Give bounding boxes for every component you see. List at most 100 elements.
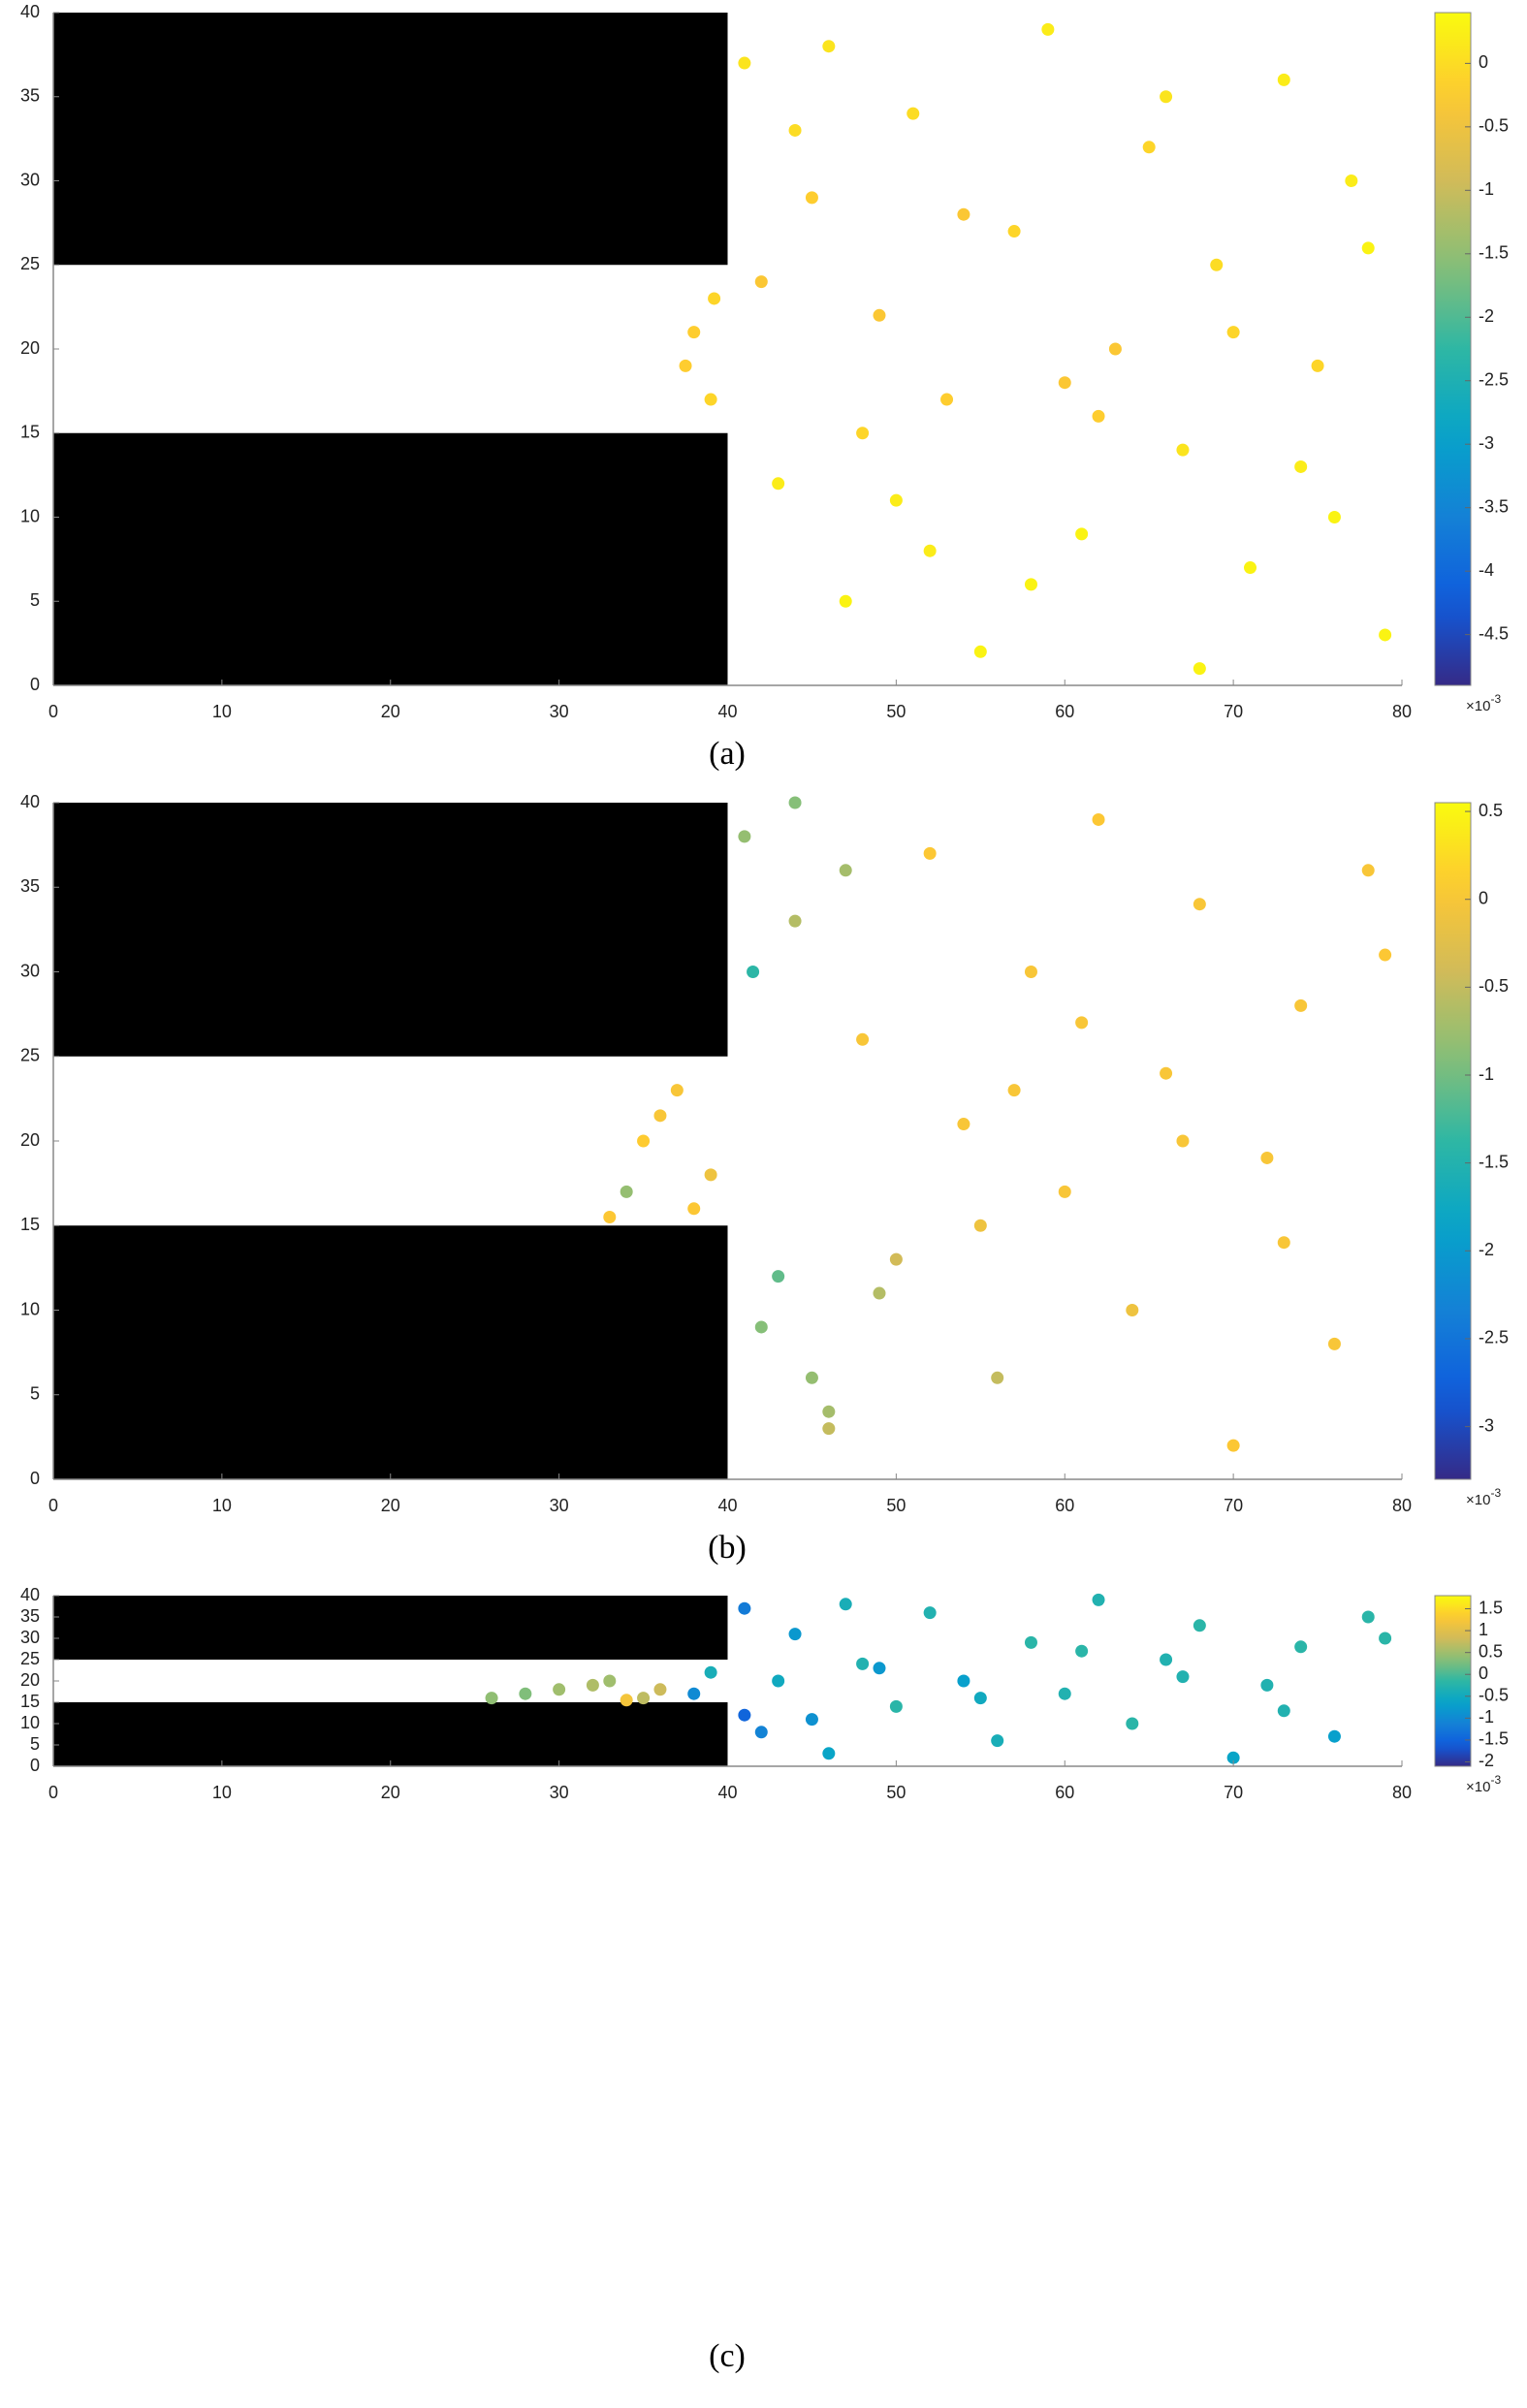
particle (873, 308, 886, 322)
particle (1075, 1644, 1089, 1658)
particle (1058, 1185, 1071, 1198)
particle (670, 1084, 684, 1097)
y-tick-label: 20 (20, 1670, 40, 1690)
particle (1007, 225, 1021, 238)
particle (856, 1657, 870, 1670)
particle (754, 275, 768, 289)
particle (889, 1699, 903, 1713)
particle (1058, 1687, 1071, 1700)
particle (1361, 864, 1375, 877)
particle (822, 40, 836, 53)
particle (1160, 90, 1173, 104)
particle (1160, 1653, 1173, 1666)
particle (788, 796, 802, 809)
particle (704, 393, 717, 406)
particle (553, 1683, 566, 1696)
particle (1108, 342, 1122, 356)
particle (637, 1692, 651, 1705)
panel-caption: (b) (708, 1530, 747, 1566)
particle (1075, 527, 1089, 541)
particle (1024, 966, 1037, 978)
particle (1294, 459, 1308, 473)
particle (1007, 1084, 1021, 1097)
y-tick-label: 25 (20, 254, 40, 273)
colorbar-tick-label: -2 (1479, 306, 1494, 326)
y-tick-label: 30 (20, 1628, 40, 1647)
y-tick-label: 30 (20, 170, 40, 189)
particle (1210, 258, 1224, 271)
colorbar-tick-label: -0.5 (1479, 1686, 1509, 1705)
particle (704, 1665, 717, 1679)
particle (1260, 1151, 1274, 1164)
particle (805, 1713, 818, 1727)
colorbar-tick-label: -2.5 (1479, 369, 1509, 389)
particle (973, 645, 987, 658)
y-tick-label: 15 (20, 1215, 40, 1234)
y-tick-label: 0 (30, 1469, 40, 1488)
particle (923, 846, 937, 860)
colorbar-tick-label: 0.5 (1479, 1641, 1503, 1661)
obstacle (53, 13, 728, 266)
particle (1226, 1439, 1240, 1452)
particle (940, 393, 954, 406)
panel-caption: (c) (709, 2338, 746, 2374)
x-tick-label: 40 (717, 1496, 737, 1515)
x-tick-label: 20 (381, 1496, 400, 1515)
colorbar-tick-label: -0.5 (1479, 976, 1509, 996)
particle (620, 1694, 633, 1707)
colorbar-tick-label: -1 (1479, 1064, 1494, 1084)
y-tick-label: 10 (20, 1713, 40, 1732)
colorbar-tick-label: 0 (1479, 1663, 1488, 1683)
particle (1176, 1670, 1190, 1684)
colorbar-tick-label: -4.5 (1479, 623, 1509, 643)
colorbar-tick-label: -4 (1479, 560, 1494, 580)
colorbar-tick-label: -2.5 (1479, 1328, 1509, 1347)
particle (957, 1118, 970, 1131)
colorbar-tick-label: 0.5 (1479, 801, 1503, 820)
x-tick-label: 50 (886, 1783, 906, 1802)
colorbar (1434, 12, 1472, 686)
colorbar-tick-label: -2 (1479, 1751, 1494, 1770)
particle (687, 1202, 701, 1216)
particle (1327, 1337, 1341, 1350)
particle (822, 1422, 836, 1436)
particle (738, 1601, 751, 1615)
particle (991, 1734, 1004, 1748)
y-tick-label: 25 (20, 1649, 40, 1668)
particle (923, 544, 937, 557)
y-tick-label: 10 (20, 1299, 40, 1318)
particle (704, 1168, 717, 1182)
colorbar-scale-exponent: -3 (1490, 1773, 1501, 1787)
colorbar-scale: ×10-3 (1466, 1486, 1501, 1508)
particle (1345, 174, 1358, 187)
obstacle (53, 1702, 728, 1766)
colorbar-scale-exponent: -3 (1490, 692, 1501, 706)
particle (873, 1662, 886, 1675)
x-tick-label: 10 (212, 702, 232, 721)
colorbar-scale-exponent: -3 (1490, 1486, 1501, 1500)
y-tick-label: 20 (20, 1130, 40, 1150)
x-tick-label: 30 (550, 702, 569, 721)
particle (839, 594, 852, 608)
particle (738, 830, 751, 843)
panel-caption: (a) (709, 736, 746, 772)
particle (738, 1708, 751, 1722)
particle (754, 1726, 768, 1739)
particle (957, 207, 970, 221)
y-tick-label: 25 (20, 1046, 40, 1065)
particle (1277, 1704, 1290, 1718)
colorbar-scale: ×10-3 (1466, 692, 1501, 714)
particle (805, 191, 818, 205)
obstacle (53, 1596, 728, 1660)
particle (1226, 326, 1240, 339)
y-tick-label: 5 (30, 1734, 40, 1754)
y-tick-label: 5 (30, 590, 40, 610)
obstacle (53, 1225, 728, 1479)
x-tick-label: 70 (1224, 702, 1243, 721)
particle (889, 1252, 903, 1266)
particle (754, 1320, 768, 1334)
x-tick-label: 30 (550, 1783, 569, 1802)
x-tick-label: 50 (886, 702, 906, 721)
